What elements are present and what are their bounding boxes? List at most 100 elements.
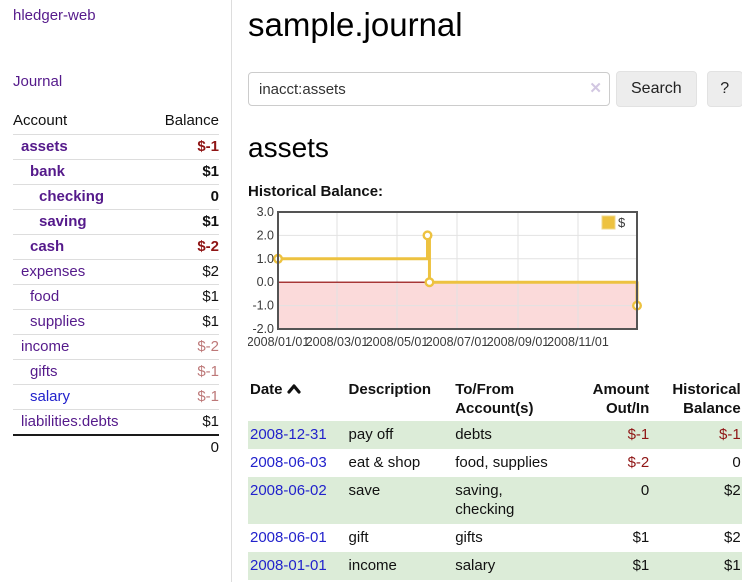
transaction-description: eat & shop: [348, 454, 421, 471]
transaction-row: 2008-12-31 pay off debts $-1 $-1: [248, 421, 742, 449]
account-row: gifts $-1: [13, 359, 219, 385]
account-balance: $1: [202, 313, 219, 330]
transaction-date-link[interactable]: 2008-06-01: [250, 529, 327, 546]
svg-text:2008/11/01: 2008/11/01: [547, 335, 609, 349]
transaction-row: 2008-06-01 gift gifts $1 $2: [248, 524, 742, 552]
account-link[interactable]: food: [30, 288, 60, 305]
transaction-balance: $2: [724, 529, 741, 546]
transaction-balance: $1: [724, 557, 741, 574]
accounts-total-row: 0: [13, 435, 219, 460]
register-table-header: Date Description To/From Account(s) Amou…: [248, 378, 742, 421]
transaction-date-link[interactable]: 2008-12-31: [250, 426, 327, 443]
svg-text:-2.0: -2.0: [252, 322, 274, 336]
account-link[interactable]: income: [21, 338, 70, 355]
transaction-description: income: [348, 557, 397, 574]
account-balance: $1: [202, 413, 219, 430]
svg-text:-1.0: -1.0: [252, 299, 274, 313]
account-link[interactable]: assets: [21, 138, 68, 155]
account-link[interactable]: expenses: [21, 263, 86, 280]
transaction-row: 2008-06-02 save saving, checking 0 $2: [248, 477, 742, 524]
help-button[interactable]: ?: [706, 71, 742, 107]
account-link[interactable]: salary: [30, 388, 71, 405]
transaction-accounts: debts: [455, 426, 492, 443]
chart-title: Historical Balance:: [248, 183, 384, 200]
account-balance: $-2: [197, 338, 219, 355]
sort-ascending-icon: [286, 381, 301, 400]
transaction-description: gift: [348, 529, 369, 546]
account-link[interactable]: bank: [30, 163, 66, 180]
account-balance: $2: [202, 263, 219, 280]
historical-balance-chart-container: $3.0 2.0 1.0 0.0 -1.0 -2.0 2008/01/01 2008/03/0…: [247, 205, 742, 361]
transaction-date-link[interactable]: 2008-01-01: [250, 557, 327, 574]
transaction-accounts: gifts: [455, 529, 483, 546]
transaction-amount: $1: [632, 529, 650, 546]
sidebar-item-journal[interactable]: Journal: [13, 73, 63, 90]
account-link[interactable]: cash: [30, 238, 65, 255]
account-balance: $-1: [197, 138, 219, 155]
account-link[interactable]: supplies: [30, 313, 86, 330]
account-link[interactable]: checking: [39, 188, 105, 205]
transaction-balance: $-1: [719, 426, 741, 443]
account-balance: 0: [210, 188, 219, 205]
transaction-amount: $1: [632, 557, 650, 574]
transaction-balance: 0: [732, 454, 741, 471]
account-row: income $-2: [13, 334, 219, 360]
svg-text:2008/05/01: 2008/05/01: [366, 335, 429, 349]
accounts-table-header: Account Balance: [13, 108, 219, 135]
page-title: sample.journal: [248, 6, 463, 43]
account-balance: $-1: [197, 363, 219, 380]
search-input[interactable]: [248, 72, 610, 106]
sidebar: hledger-web Journal Account Balance asse…: [0, 0, 232, 582]
transaction-balance: $2: [724, 482, 741, 499]
app-title-link[interactable]: hledger-web: [13, 7, 96, 24]
account-row: cash $-2: [13, 234, 219, 260]
transaction-amount: 0: [640, 482, 650, 499]
svg-text:2008/09/01: 2008/09/01: [487, 335, 550, 349]
account-row: food $1: [13, 284, 219, 310]
svg-text:1.0: 1.0: [257, 252, 274, 266]
historical-balance-chart: $3.0 2.0 1.0 0.0 -1.0 -2.02008/01/012008/03/0…: [247, 205, 643, 349]
clear-search-icon[interactable]: ✕: [589, 80, 602, 97]
account-row: assets $-1: [13, 134, 219, 160]
transaction-row: 2008-06-03 eat & shop food, supplies $-2…: [248, 449, 742, 477]
transaction-accounts: food, supplies: [455, 454, 548, 471]
svg-text:0.0: 0.0: [257, 275, 274, 289]
account-heading: assets: [248, 132, 329, 163]
account-balance: $1: [202, 163, 219, 180]
transaction-amount: $-2: [627, 454, 650, 471]
amount-column-header: Amount Out/In: [592, 381, 650, 417]
balance-column-header-main: Historical Balance: [672, 381, 741, 417]
svg-text:2008/07/01: 2008/07/01: [426, 335, 489, 349]
accounts-balance-table: Account Balance assets $-1 bank $1 check…: [13, 108, 219, 460]
transaction-description: pay off: [348, 426, 394, 443]
register-table: Date Description To/From Account(s) Amou…: [248, 378, 742, 580]
search-form: ✕ Search ?: [248, 71, 742, 107]
account-balance: $-2: [197, 238, 219, 255]
balance-column-header: Balance: [164, 112, 219, 129]
main-content: sample.journal ✕ Search ? assets Histori…: [232, 0, 742, 582]
transaction-accounts: salary: [455, 557, 496, 574]
transaction-date-link[interactable]: 2008-06-03: [250, 454, 327, 471]
account-row: supplies $1: [13, 309, 219, 335]
search-button[interactable]: Search: [616, 71, 697, 107]
accounts-total: 0: [210, 439, 219, 456]
account-link[interactable]: saving: [39, 213, 87, 230]
account-row: bank $1: [13, 159, 219, 185]
account-column-header: Account: [13, 112, 68, 129]
account-link[interactable]: gifts: [30, 363, 58, 380]
account-row: checking 0: [13, 184, 219, 210]
account-balance: $1: [202, 288, 219, 305]
date-column-header: Date: [248, 378, 347, 421]
account-row: liabilities:debts $1: [13, 409, 219, 436]
transaction-date-link[interactable]: 2008-06-02: [250, 482, 327, 499]
svg-text:2008/01/01: 2008/01/01: [248, 335, 309, 349]
transaction-accounts: saving, checking: [455, 482, 515, 518]
account-link[interactable]: liabilities:debts: [21, 413, 119, 430]
svg-text:3.0: 3.0: [257, 207, 274, 219]
account-row: saving $1: [13, 209, 219, 235]
svg-text:$: $: [618, 215, 626, 230]
account-balance: $1: [202, 213, 219, 230]
account-balance: $-1: [197, 388, 219, 405]
transaction-amount: $-1: [627, 426, 650, 443]
